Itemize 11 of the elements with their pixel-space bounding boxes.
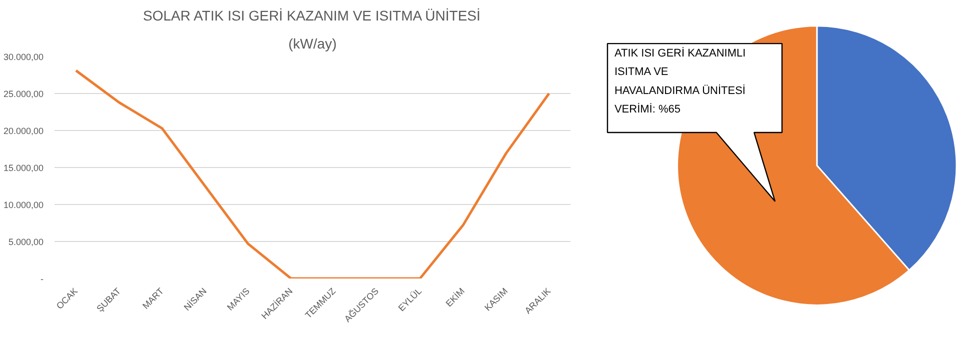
y-tick-label: 15.000,00: [3, 163, 44, 173]
line-series: [74, 69, 550, 278]
text: ATIK ISI GERİ KAZANIMLI ISITMA VE HAVALANDIRMA ÜNİTESİ VERİMİ: %65: [614, 46, 746, 116]
y-tick-label: 20.000,00: [3, 126, 44, 136]
y-tick-label: 5.000,00: [8, 237, 44, 247]
y-tick-label: 25.000,00: [3, 89, 44, 99]
y-tick-label: 10.000,00: [3, 200, 44, 210]
chart-title: SOLAR ATIK ISI GERİ KAZANIM VE ISITMA ÜNİTESİ: [143, 8, 480, 24]
y-tick-label: -: [40, 274, 44, 284]
y-tick-label: 30.000,00: [3, 52, 44, 62]
chart-subtitle: (kW/ay): [288, 36, 337, 52]
